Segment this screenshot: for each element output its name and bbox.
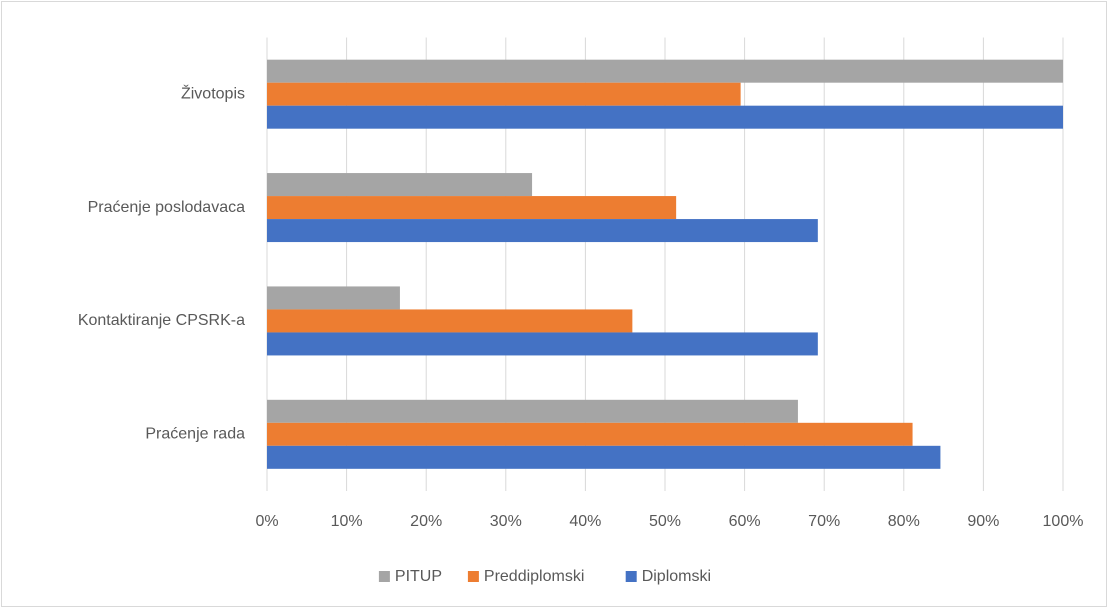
legend-label: Diplomski — [642, 568, 711, 585]
y-tick-label: Praćenje poslodavaca — [88, 199, 246, 216]
x-tick-label: 80% — [888, 513, 920, 530]
bar — [267, 173, 533, 197]
y-tick-label: Životopis — [181, 83, 245, 102]
bar — [267, 399, 798, 423]
y-tick-label: Kontaktiranje CPSRK-a — [78, 312, 245, 329]
x-tick-label: 100% — [1043, 513, 1084, 530]
legend-swatch — [467, 571, 479, 582]
bar — [267, 196, 677, 220]
x-tick-label: 0% — [255, 513, 278, 530]
legend-swatch — [378, 571, 390, 582]
x-tick-label: 40% — [569, 513, 601, 530]
x-tick-label: 10% — [331, 513, 363, 530]
x-tick-label: 70% — [808, 513, 840, 530]
bar — [267, 105, 1063, 129]
bar — [267, 82, 741, 106]
x-tick-label: 20% — [410, 513, 442, 530]
bar — [267, 59, 1063, 83]
x-tick-label: 50% — [649, 513, 681, 530]
x-tick-label: 60% — [729, 513, 761, 530]
x-tick-label: 30% — [490, 513, 522, 530]
y-tick-label: Praćenje rada — [145, 426, 245, 443]
legend-label: PITUP — [395, 568, 442, 585]
bar — [267, 219, 818, 243]
bar — [267, 445, 941, 469]
bar — [267, 286, 400, 310]
legend-swatch — [625, 571, 637, 582]
bar — [267, 422, 913, 446]
legend-label: Preddiplomski — [484, 568, 584, 585]
bar — [267, 332, 818, 356]
x-tick-label: 90% — [967, 513, 999, 530]
bar — [267, 309, 633, 333]
